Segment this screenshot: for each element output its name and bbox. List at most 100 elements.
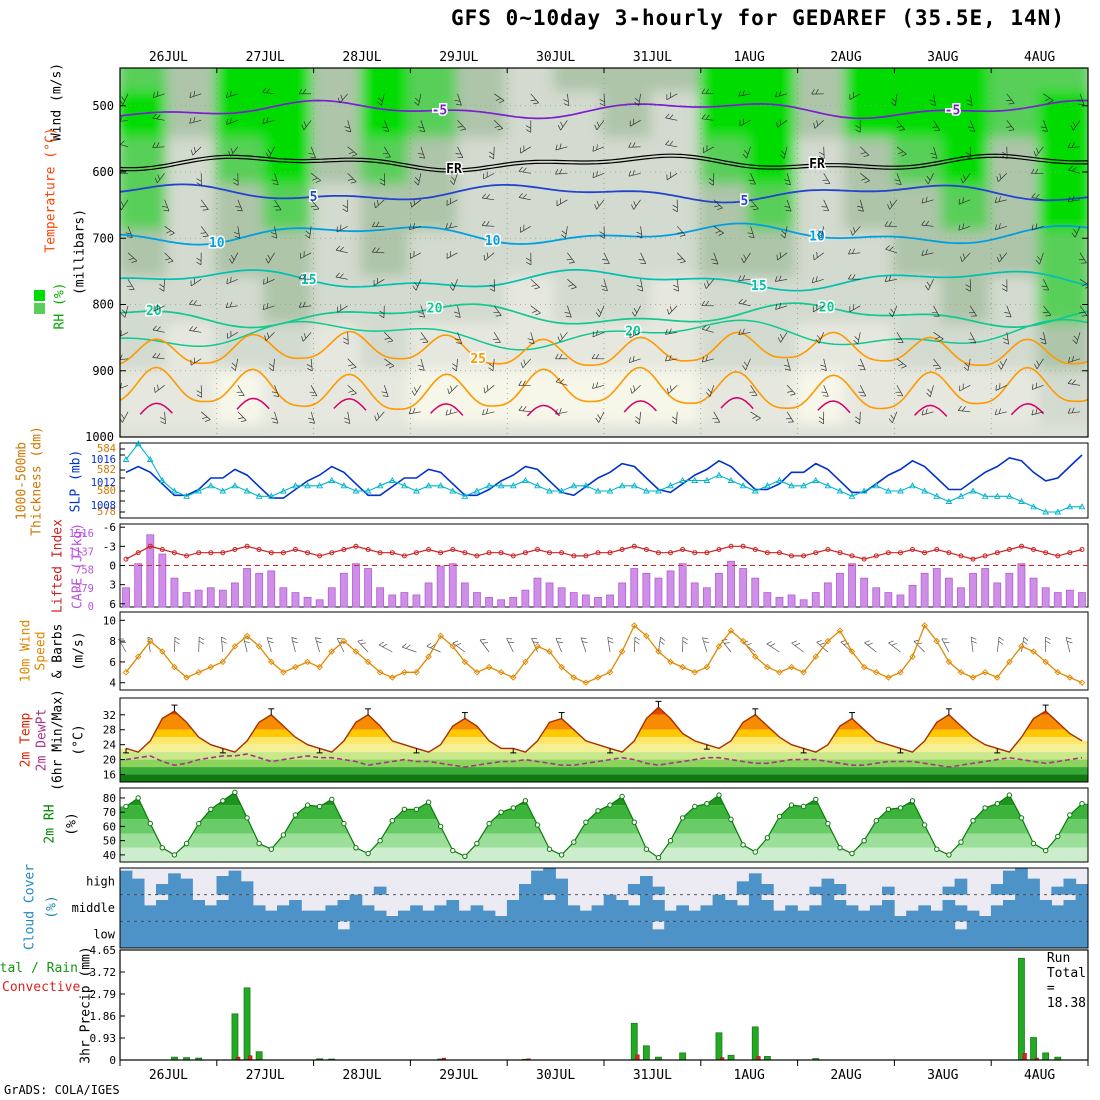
precip-axis-label: 3hr Precip (mm)	[78, 946, 94, 1064]
svg-text:1.86: 1.86	[90, 1010, 117, 1023]
date-label: 3AUG	[927, 1068, 959, 1083]
svg-text:580: 580	[97, 485, 116, 497]
wind10m-units-label: (m/s)	[71, 631, 87, 671]
total-rain-legend-label: Total / Rain	[0, 961, 78, 976]
svg-text:1000: 1000	[85, 430, 114, 444]
svg-text:10: 10	[209, 236, 225, 251]
page-title: GFS 0~10day 3-hourly for GEDAREF (35.5E,…	[451, 6, 1065, 30]
wind10m-panel: 10 8 6 4	[103, 611, 1089, 691]
svg-text:10: 10	[103, 614, 116, 627]
svg-text:20: 20	[625, 325, 641, 340]
svg-text:60: 60	[103, 820, 116, 833]
svg-text:15: 15	[751, 279, 767, 294]
svg-text:25: 25	[470, 352, 486, 367]
date-label: 31JUL	[632, 50, 672, 65]
contour-line	[120, 269, 1088, 292]
date-label: 28JUL	[342, 50, 382, 65]
svg-text:-6: -6	[103, 521, 116, 534]
svg-text:0: 0	[109, 1054, 116, 1067]
svg-text:-5: -5	[945, 103, 961, 118]
temp2m-axis-label: 2m Temp	[18, 712, 34, 768]
precip-panel: 4.65 3.72 2.79 1.86 0.93 0	[90, 944, 1089, 1067]
temp2m-units-label: (°C)	[71, 724, 87, 756]
upper-wind-barbs	[120, 87, 1088, 425]
date-label: 26JUL	[148, 50, 188, 65]
svg-text:800: 800	[92, 298, 114, 312]
svg-text:4: 4	[109, 677, 116, 690]
contour-line	[120, 318, 1088, 351]
grads-credit: GrADS: COLA/IGES	[4, 1083, 120, 1097]
rh-legend-swatch-mid	[34, 303, 45, 314]
date-label: 30JUL	[536, 50, 576, 65]
svg-text:20: 20	[427, 302, 443, 317]
date-label: 27JUL	[245, 1068, 285, 1083]
svg-text:middle: middle	[72, 901, 115, 915]
date-label: 29JUL	[439, 1068, 479, 1083]
svg-text:0: 0	[109, 560, 116, 573]
svg-text:379: 379	[75, 583, 94, 595]
svg-text:4.65: 4.65	[90, 944, 117, 957]
contour-line	[120, 153, 1088, 170]
date-label: 2AUG	[830, 50, 862, 65]
svg-text:1137: 1137	[69, 546, 94, 558]
date-label: 31JUL	[632, 1068, 672, 1083]
rh-legend-swatch-bright	[34, 290, 45, 301]
svg-text:500: 500	[92, 99, 114, 113]
svg-text:20: 20	[146, 304, 162, 319]
svg-text:600: 600	[92, 165, 114, 179]
svg-text:80: 80	[103, 792, 116, 805]
svg-text:high: high	[86, 874, 115, 888]
cape-axis-label: CAPE (J/kg)	[70, 522, 86, 610]
svg-text:FR: FR	[446, 162, 462, 177]
svg-text:584: 584	[97, 443, 116, 455]
svg-text:1012: 1012	[91, 477, 116, 489]
svg-text:20: 20	[103, 754, 116, 767]
thickness-axis-label-2: Thickness (dm)	[29, 426, 45, 536]
svg-text:700: 700	[92, 231, 114, 245]
svg-text:-5: -5	[432, 103, 448, 118]
svg-text:FR: FR	[809, 157, 825, 172]
svg-text:900: 900	[92, 364, 114, 378]
svg-text:15: 15	[301, 273, 317, 288]
svg-text:2.79: 2.79	[90, 988, 117, 1001]
contour-line	[120, 99, 1088, 120]
svg-text:16: 16	[103, 769, 116, 782]
contour-line	[139, 396, 1045, 417]
svg-text:0.93: 0.93	[90, 1032, 117, 1045]
minmax-axis-label: (6hr Min/Max)	[50, 689, 66, 791]
slp-thickness-panel: 584 582 580 578 1016 1012 1008	[91, 440, 1089, 519]
date-label: 4AUG	[1023, 50, 1056, 65]
svg-text:-3: -3	[103, 540, 116, 553]
upper-air-axes: 500 600 700 800 900 1000	[85, 67, 1089, 444]
svg-text:1008: 1008	[91, 500, 116, 512]
wind10m-axis-label-1: 10m Wind	[18, 619, 34, 683]
date-label: 26JUL	[148, 1068, 188, 1083]
temp2m-panel: 32 28 24 20 16	[103, 697, 1089, 783]
svg-text:582: 582	[97, 464, 116, 476]
svg-text:low: low	[93, 928, 115, 942]
svg-text:70: 70	[103, 806, 116, 819]
svg-text:578: 578	[97, 506, 116, 518]
svg-text:24: 24	[103, 739, 117, 752]
svg-text:8: 8	[109, 635, 116, 648]
svg-text:10: 10	[485, 234, 501, 249]
millibars-axis-label: (millibars)	[72, 208, 88, 296]
contour-line	[120, 330, 1088, 366]
rh-axis-label: RH (%)	[52, 282, 68, 330]
date-label: 30JUL	[536, 1068, 576, 1083]
contour-line	[120, 183, 1088, 204]
rh2m-units-label: (%)	[64, 812, 80, 836]
svg-text:3.72: 3.72	[90, 966, 117, 979]
cloud-units-label: (%)	[44, 895, 60, 919]
svg-text:1516: 1516	[69, 528, 94, 540]
date-label: 27JUL	[245, 50, 285, 65]
contour-line	[120, 366, 1088, 411]
lifted-index-axis-label: Lifted Index	[50, 519, 66, 613]
date-label: 28JUL	[342, 1068, 382, 1083]
rh-shading	[120, 68, 1088, 426]
convective-legend-label: Convective	[2, 980, 81, 995]
